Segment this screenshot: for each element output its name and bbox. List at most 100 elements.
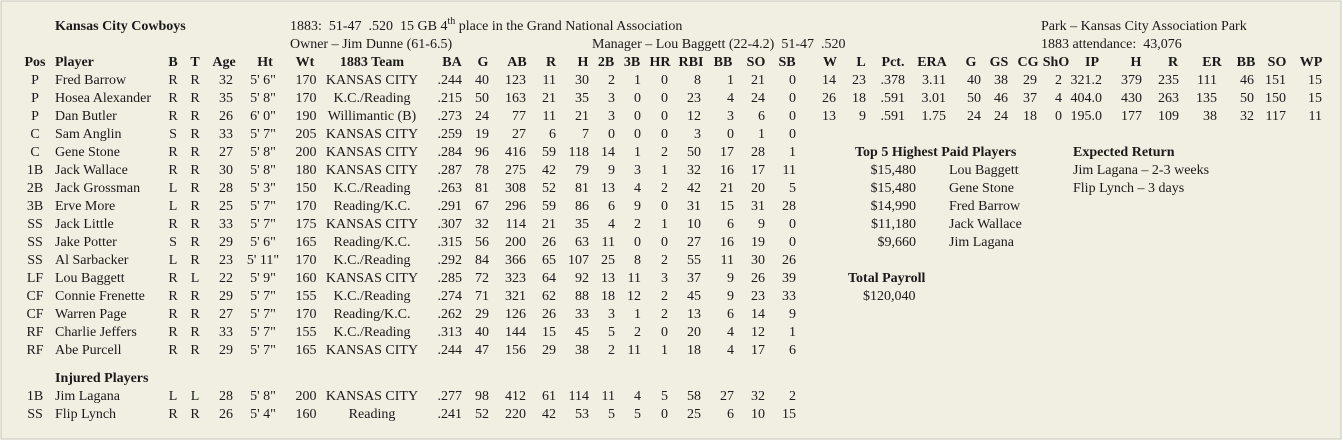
table-cell: R (190, 253, 200, 268)
park: Park – Kansas City Association Park (1041, 19, 1247, 34)
table-cell: Warren Page (55, 307, 127, 322)
table-cell: 3 (608, 91, 615, 106)
table-cell: 2 (661, 289, 668, 304)
table-cell: 200 (505, 235, 526, 250)
table-cell: 6' 0" (250, 109, 276, 124)
column-header: IP (1085, 55, 1099, 70)
table-cell: 9 (758, 217, 765, 232)
table-cell: KANSAS CITY (326, 73, 418, 88)
table-cell: R (190, 73, 200, 88)
table-cell: 2 (789, 389, 796, 404)
table-cell: .591 (881, 91, 906, 106)
table-cell: 27 (687, 235, 701, 250)
table-cell: 11 (783, 163, 796, 178)
table-cell: K.C./Reading (334, 289, 411, 304)
table-cell: 13 (822, 109, 836, 124)
table-cell: 190 (296, 109, 317, 124)
table-cell: 0 (661, 73, 668, 88)
table-cell: R (168, 343, 178, 358)
table-cell: .215 (438, 91, 463, 106)
table-cell: 28 (751, 145, 765, 160)
table-cell: 5' 7" (250, 217, 276, 232)
table-cell: 26 (782, 253, 796, 268)
table-cell: L (169, 199, 178, 214)
table-cell: 13 (687, 307, 701, 322)
table-cell: 40 (475, 73, 489, 88)
table-cell: 3B (27, 199, 43, 214)
table-cell: 5' 8" (250, 145, 276, 160)
season-record: 1883: 51-47 .520 15 GB 4th place in the … (290, 16, 682, 34)
table-cell: 416 (505, 145, 526, 160)
table-cell: 9 (789, 307, 796, 322)
table-cell: 0 (789, 73, 796, 88)
table-cell: 10 (687, 217, 701, 232)
table-cell: Jake Potter (55, 235, 117, 250)
table-cell: 123 (505, 73, 526, 88)
table-cell: 4 (727, 325, 734, 340)
table-cell: 1 (634, 145, 641, 160)
table-cell: 117 (1266, 109, 1286, 124)
salary: $15,480 (871, 163, 917, 178)
table-cell: 21 (720, 181, 734, 196)
table-cell: 11 (1309, 109, 1322, 124)
payroll-title: Total Payroll (848, 271, 926, 286)
table-cell: 0 (661, 199, 668, 214)
table-cell: 155 (296, 325, 317, 340)
table-cell: 42 (542, 407, 556, 422)
table-cell: 296 (505, 199, 526, 214)
table-cell: 72 (475, 271, 489, 286)
table-cell: .287 (438, 163, 463, 178)
column-header: Age (212, 55, 235, 70)
table-cell: 118 (569, 145, 589, 160)
table-cell: 27 (720, 389, 734, 404)
table-cell: 180 (296, 163, 317, 178)
table-cell: 29 (219, 343, 233, 358)
table-cell: 20 (751, 181, 765, 196)
table-cell: 18 (601, 289, 615, 304)
table-cell: C (30, 127, 39, 142)
table-cell: 11 (628, 271, 641, 286)
place: place in the Grand National Association (459, 19, 683, 34)
table-cell: Reading/K.C. (334, 199, 411, 214)
table-cell: 6 (758, 109, 765, 124)
table-cell: S (169, 127, 177, 142)
table-cell: 5' 4" (250, 407, 276, 422)
table-cell: L (169, 253, 178, 268)
table-cell: 135 (1196, 91, 1217, 106)
table-cell: 15 (720, 199, 734, 214)
column-header: Ht (257, 55, 273, 70)
table-cell: 38 (1203, 109, 1217, 124)
table-cell: 3.01 (922, 91, 947, 106)
table-cell: 220 (505, 407, 526, 422)
table-cell: 40 (967, 73, 981, 88)
table-cell: 5' 8" (250, 163, 276, 178)
table-cell: 2 (661, 307, 668, 322)
table-cell: 0 (634, 109, 641, 124)
table-cell: L (191, 389, 200, 404)
table-cell: 263 (1158, 91, 1179, 106)
table-cell: 0 (661, 407, 668, 422)
table-cell: 84 (475, 253, 489, 268)
column-header: R (546, 55, 557, 70)
table-cell: 5' 8" (250, 91, 276, 106)
table-cell: 6 (727, 407, 734, 422)
table-cell: L (169, 389, 178, 404)
table-cell: 195.0 (1071, 109, 1103, 124)
table-cell: 23 (219, 253, 233, 268)
table-cell: R (168, 73, 178, 88)
salary: $9,660 (878, 235, 917, 250)
table-cell: 31 (751, 199, 765, 214)
table-cell: 30 (575, 73, 589, 88)
table-cell: 4 (608, 217, 615, 232)
injured-title: Injured Players (55, 371, 149, 386)
table-cell: 30 (219, 163, 233, 178)
table-cell: Connie Frenette (55, 289, 145, 304)
table-cell: P (31, 91, 39, 106)
table-cell: 4 (634, 181, 641, 196)
table-cell: L (191, 271, 200, 286)
table-cell: R (190, 325, 200, 340)
table-cell: 32 (475, 217, 489, 232)
table-cell: Dan Butler (55, 109, 117, 124)
